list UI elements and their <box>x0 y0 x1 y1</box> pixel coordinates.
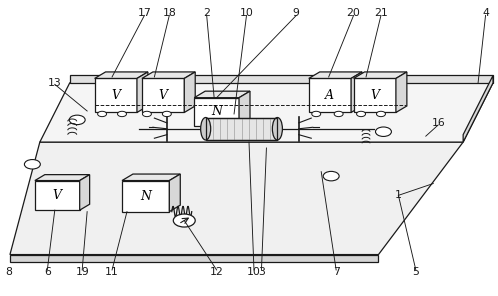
Polygon shape <box>239 91 250 126</box>
Text: 18: 18 <box>162 8 176 18</box>
Text: 5: 5 <box>412 267 419 277</box>
Circle shape <box>69 115 85 125</box>
Bar <box>206 118 277 140</box>
Circle shape <box>118 111 126 117</box>
Polygon shape <box>351 72 362 112</box>
Polygon shape <box>35 175 90 181</box>
Polygon shape <box>40 83 493 142</box>
Text: 19: 19 <box>75 267 89 277</box>
Polygon shape <box>10 142 463 255</box>
Polygon shape <box>354 78 396 112</box>
Polygon shape <box>122 174 180 181</box>
Circle shape <box>312 111 321 117</box>
Text: 4: 4 <box>482 8 489 18</box>
Text: 21: 21 <box>374 8 388 18</box>
Text: 2: 2 <box>203 8 210 18</box>
Circle shape <box>98 111 107 117</box>
Text: 16: 16 <box>431 118 445 128</box>
Bar <box>206 118 277 140</box>
Polygon shape <box>35 181 80 210</box>
Polygon shape <box>194 98 239 126</box>
Polygon shape <box>396 72 407 112</box>
Text: 8: 8 <box>5 267 12 277</box>
Polygon shape <box>309 72 362 78</box>
Text: 13: 13 <box>48 78 62 88</box>
Text: 10: 10 <box>240 8 253 18</box>
Circle shape <box>173 214 195 227</box>
Text: 20: 20 <box>347 8 361 18</box>
Polygon shape <box>10 255 378 262</box>
Ellipse shape <box>272 118 282 140</box>
Polygon shape <box>70 75 493 83</box>
Text: N: N <box>140 190 151 202</box>
Polygon shape <box>142 78 184 112</box>
Circle shape <box>24 160 40 169</box>
Polygon shape <box>194 91 250 98</box>
Circle shape <box>142 111 151 117</box>
Polygon shape <box>169 174 180 212</box>
Polygon shape <box>95 72 148 78</box>
Polygon shape <box>463 75 493 142</box>
Circle shape <box>375 127 391 136</box>
Polygon shape <box>122 181 169 212</box>
Text: V: V <box>370 89 379 102</box>
Text: 11: 11 <box>105 267 119 277</box>
Text: 1: 1 <box>395 190 402 200</box>
Circle shape <box>162 111 171 117</box>
Polygon shape <box>80 175 90 210</box>
Polygon shape <box>354 72 407 78</box>
Text: 7: 7 <box>333 267 340 277</box>
Circle shape <box>334 111 343 117</box>
Circle shape <box>357 111 366 117</box>
Text: 12: 12 <box>210 267 224 277</box>
Polygon shape <box>95 78 137 112</box>
Text: 17: 17 <box>137 8 151 18</box>
Polygon shape <box>142 72 195 78</box>
Text: 3: 3 <box>258 267 265 277</box>
Text: N: N <box>211 105 222 118</box>
Polygon shape <box>309 78 351 112</box>
Polygon shape <box>137 72 148 112</box>
Text: V: V <box>53 189 62 202</box>
Text: 9: 9 <box>293 8 300 18</box>
Circle shape <box>376 111 385 117</box>
Circle shape <box>323 171 339 181</box>
Text: V: V <box>111 89 121 102</box>
Ellipse shape <box>201 118 211 140</box>
Polygon shape <box>184 72 195 112</box>
Text: 10: 10 <box>247 267 261 277</box>
Text: V: V <box>158 89 168 102</box>
Text: 6: 6 <box>44 267 51 277</box>
Text: A: A <box>325 89 335 102</box>
